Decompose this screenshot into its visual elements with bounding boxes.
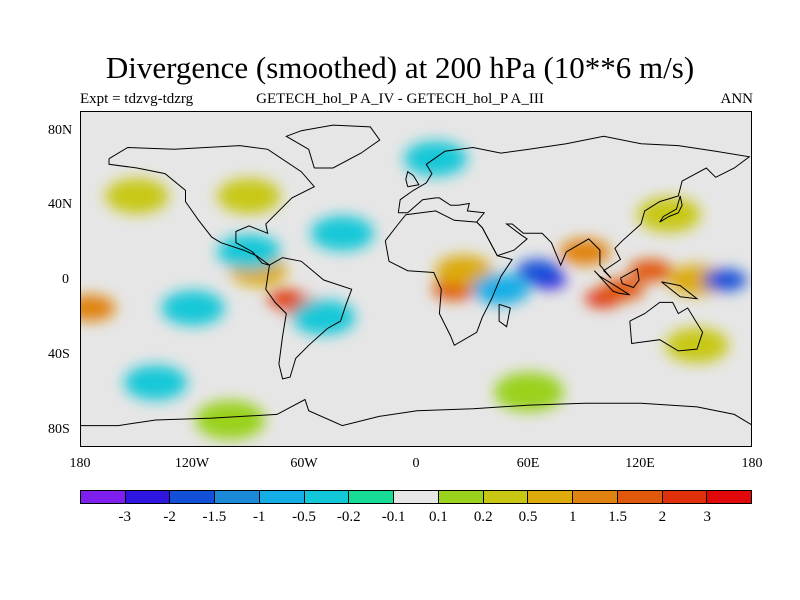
divergence-blob [494,372,564,412]
divergence-blob [217,178,281,214]
divergence-blob [124,365,188,401]
lon-label-180w: 180 [69,456,91,471]
colorbar-swatch [483,491,529,503]
divergence-blob [628,259,673,282]
colorbar [80,490,752,504]
map-canvas [81,112,751,446]
colorbar-swatch [304,491,350,503]
divergence-blob [703,269,747,291]
coastline [81,398,751,427]
colorbar-label: -1 [252,509,266,525]
divergence-map [80,111,752,447]
colorbar-label: -2 [163,509,176,525]
coastline [659,195,683,223]
coastlines [81,124,751,427]
lon-label-120e: 120E [625,456,655,471]
lon-label-0: 0 [412,456,420,471]
lon-label-120w: 120W [174,456,210,471]
lat-label-eq: 0 [62,272,69,287]
colorbar-swatch [259,491,305,503]
divergence-blob [292,299,356,335]
colorbar-swatch [528,491,574,503]
divergence-blob [404,141,468,177]
colorbar-swatch [573,491,618,503]
divergence-blob [161,290,225,326]
divergence-blob [472,273,530,305]
coastline [108,145,316,266]
colorbar-swatch [81,491,126,503]
colorbar-label: 1 [569,509,577,525]
colorbar-swatch [125,491,171,503]
coastline [629,301,704,352]
divergence-blob [435,255,493,287]
colorbar-label: -3 [118,509,132,525]
lon-label-60w: 60W [290,456,318,471]
plot-title: Divergence (smoothed) at 200 hPa (10**6 … [105,50,695,85]
lat-label-40n: 40N [48,197,73,212]
colorbar-swatch [170,491,216,503]
coastline [285,124,381,169]
colorbar-label: -0.1 [381,509,406,525]
coastline [620,268,640,289]
lat-label-40s: 40S [48,347,70,362]
divergence-blob [665,327,729,363]
colorbar-label: -1.5 [202,509,227,525]
colorbar-swatch [394,491,439,503]
divergence-blob [516,259,561,282]
divergence-blob [81,294,116,322]
experiment-label: Expt = tdzvg-tdzrg [80,91,194,107]
colorbar-swatch [662,491,708,503]
divergence-blob [559,238,611,266]
coastline [397,135,751,279]
colorbar-label: 0.1 [429,509,448,525]
divergence-blob [105,178,169,214]
colorbar-swatch [215,491,260,503]
colorbar-label: 2 [658,509,667,525]
colorbar-swatch [617,491,663,503]
colorbar-label: 0.5 [518,509,538,525]
coastline [593,270,631,296]
period-label: ANN [720,91,754,107]
colorbar-label: 1.5 [608,509,627,525]
divergence-blob [310,215,374,251]
divergence-blob [195,400,266,440]
coastline [265,257,353,380]
model-comparison-label: GETECH_hol_P A_IV - GETECH_hol_P A_III [256,91,544,107]
colorbar-label: -0.2 [336,509,361,525]
colorbar-swatch [707,491,752,503]
coastline [498,303,511,328]
divergence-blob [637,197,701,233]
colorbar-label: -0.5 [292,509,316,525]
coastline [661,281,699,300]
lat-label-80n: 80N [48,123,73,138]
lon-label-60e: 60E [516,456,540,471]
coastline [405,170,420,188]
colorbar-swatch [438,491,484,503]
colorbar-label: 3 [703,509,711,525]
coastline [384,210,514,347]
colorbar-label: 0.2 [473,509,493,525]
lat-label-80s: 80S [48,422,70,437]
divergence-field [81,141,747,440]
colorbar-swatch [349,491,395,503]
lon-label-180e: 180 [741,456,763,471]
